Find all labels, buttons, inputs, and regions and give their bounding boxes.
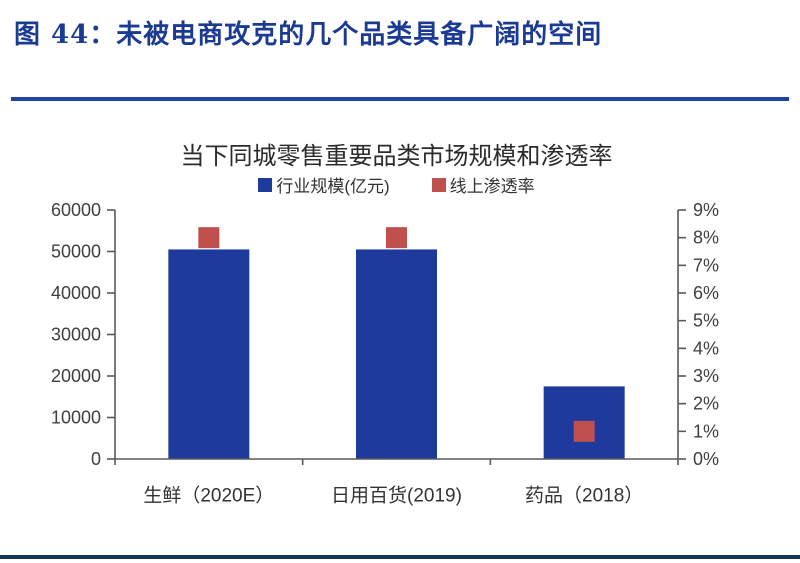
category-label-2: 药品（2018） xyxy=(525,485,643,507)
left-axis-tick-label: 20000 xyxy=(51,366,101,386)
left-axis-tick-label: 0 xyxy=(91,449,101,469)
figure-header: 图 44：未被电商攻克的几个品类具备广阔的空间 xyxy=(14,14,794,51)
right-axis-tick-label: 1% xyxy=(693,421,719,441)
left-axis-tick-label: 40000 xyxy=(51,283,101,303)
chart-legend: 行业规模(亿元) 线上渗透率 xyxy=(115,172,678,197)
legend-item-online-penetration: 线上渗透率 xyxy=(431,172,535,197)
right-axis-tick-label: 4% xyxy=(693,338,719,358)
right-axis-tick-label: 9% xyxy=(693,200,719,220)
right-axis-tick-label: 2% xyxy=(693,394,719,414)
chart-title: 当下同城零售重要品类市场规模和渗透率 xyxy=(180,143,613,170)
left-axis-tick-label: 10000 xyxy=(51,408,101,428)
right-axis-tick-label: 3% xyxy=(693,366,719,386)
right-axis-tick-label: 0% xyxy=(693,449,719,469)
left-axis-tick-label: 50000 xyxy=(51,242,101,262)
bar-1 xyxy=(356,249,437,459)
left-axis-tick-label: 30000 xyxy=(51,325,101,345)
figure-title: 未被电商攻克的几个品类具备广阔的空间 xyxy=(116,20,603,50)
legend-label-online-penetration: 线上渗透率 xyxy=(449,177,535,196)
left-axis-tick-label: 60000 xyxy=(51,200,101,220)
penetration-marker-0 xyxy=(198,227,220,249)
legend-item-industry-scale: 行业规模(亿元) xyxy=(258,172,390,197)
right-axis-tick-label: 8% xyxy=(693,228,719,248)
marker-series-swatch-icon xyxy=(431,177,446,192)
right-axis-tick-label: 6% xyxy=(693,283,719,303)
legend-label-industry-scale: 行业规模(亿元) xyxy=(276,177,390,196)
right-axis-tick-label: 7% xyxy=(693,255,719,275)
bar-series-swatch-icon xyxy=(258,177,273,192)
figure-number-label: 图 44： xyxy=(14,20,117,50)
penetration-marker-1 xyxy=(386,227,407,249)
header-divider-line xyxy=(11,97,789,101)
category-label-0: 生鲜（2020E） xyxy=(143,485,274,507)
right-axis-tick-label: 5% xyxy=(693,311,719,331)
bar-0 xyxy=(168,249,250,459)
footer-divider-line xyxy=(0,555,800,559)
penetration-marker-2 xyxy=(573,420,595,442)
category-label-1: 日用百货(2019) xyxy=(331,485,462,507)
